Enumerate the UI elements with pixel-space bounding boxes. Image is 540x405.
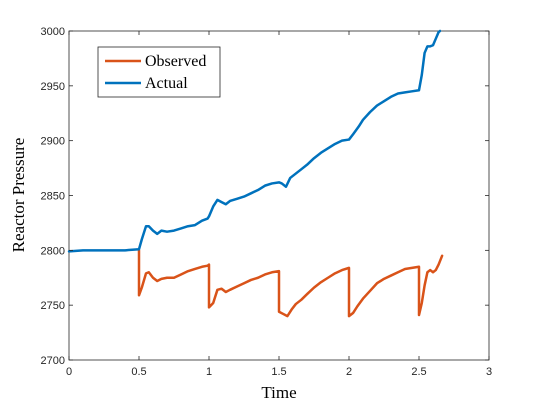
- x-tick-label: 0.5: [131, 366, 146, 378]
- series-line-actual: [67, 29, 442, 253]
- legend: Observed Actual: [97, 46, 221, 98]
- y-axis-label: Reactor Pressure: [9, 138, 28, 253]
- series-layer: [67, 29, 444, 318]
- x-tick-label: 2: [346, 366, 352, 378]
- legend-label-observed: Observed: [145, 53, 206, 70]
- y-tick-label: 2900: [41, 136, 65, 148]
- x-tick-label: 3: [486, 366, 492, 378]
- y-tick-label: 2750: [41, 300, 65, 312]
- x-axis-label: Time: [261, 383, 296, 402]
- x-axis-ticks: 0 0.5 1 1.5 2 2.5 3: [66, 31, 492, 378]
- y-tick-label: 2850: [41, 191, 65, 203]
- x-tick-label: 0: [66, 366, 72, 378]
- x-tick-label: 2.5: [411, 366, 426, 378]
- series-line-observed: [137, 249, 444, 318]
- y-tick-label: 2800: [41, 245, 65, 257]
- y-tick-label: 2950: [41, 81, 65, 93]
- y-tick-label: 2700: [41, 355, 65, 367]
- legend-label-actual: Actual: [145, 75, 188, 92]
- x-tick-label: 1: [206, 366, 212, 378]
- x-tick-label: 1.5: [271, 366, 286, 378]
- legend-box: [97, 46, 221, 98]
- y-tick-label: 3000: [41, 26, 65, 38]
- y-axis-ticks: 2700 2750 2800 2850 2900 2950 3000: [41, 26, 489, 367]
